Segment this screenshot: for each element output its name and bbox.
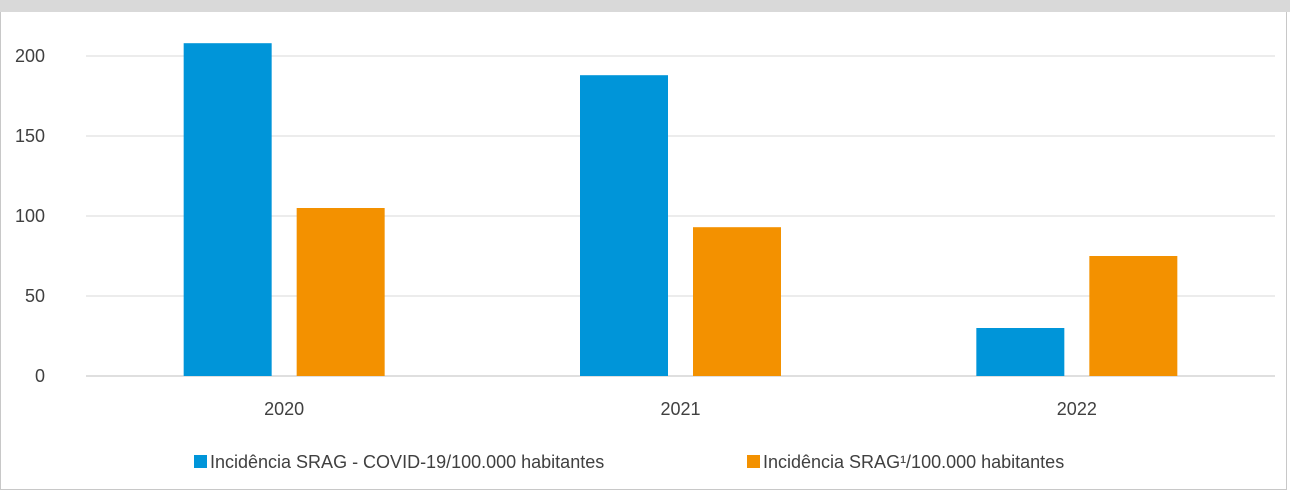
legend-swatch (747, 455, 760, 468)
y-axis-ticks: 0 50 100 150 200 (15, 46, 45, 386)
bar-2021-series-2 (693, 227, 781, 376)
y-tick-label: 150 (15, 126, 45, 146)
gridlines (86, 55, 1275, 377)
bar-2021-series-1 (580, 75, 668, 376)
bar-2020-series-1 (183, 43, 272, 376)
x-tick-label: 2020 (264, 399, 304, 419)
legend: Incidência SRAG - COVID-19/100.000 habit… (194, 452, 1064, 472)
y-tick-label: 0 (35, 366, 45, 386)
y-tick-label: 50 (25, 286, 45, 306)
bar-2022-series-1 (976, 328, 1065, 376)
bar-2022-series-2 (1089, 256, 1178, 376)
y-tick-label: 200 (15, 46, 45, 66)
y-tick-label: 100 (15, 206, 45, 226)
legend-label: Incidência SRAG - COVID-19/100.000 habit… (210, 452, 604, 472)
legend-label: Incidência SRAG¹/100.000 habitantes (763, 452, 1064, 472)
top-band (0, 0, 1290, 12)
x-axis-ticks: 2020 2021 2022 (264, 399, 1097, 419)
x-tick-label: 2021 (660, 399, 700, 419)
bar-2020-series-2 (296, 208, 385, 376)
chart-frame (0, 12, 1287, 490)
bars (183, 43, 1178, 376)
legend-swatch (194, 455, 207, 468)
x-tick-label: 2022 (1057, 399, 1097, 419)
